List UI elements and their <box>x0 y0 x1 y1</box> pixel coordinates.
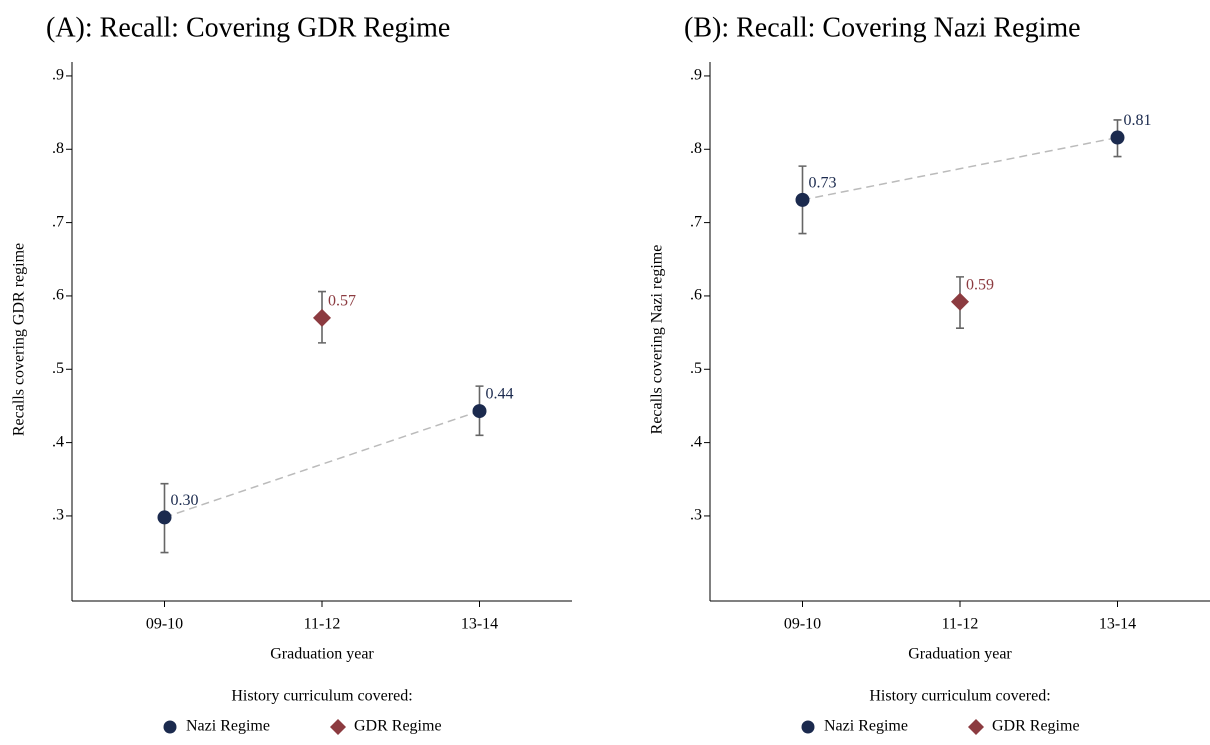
y-tick-label: .7 <box>690 213 702 230</box>
point <box>157 510 172 525</box>
y-tick-label: .9 <box>690 67 702 84</box>
y-tick-label: .6 <box>52 287 64 304</box>
x-axis-title: Graduation year <box>270 646 374 663</box>
chart-title: (B): Recall: Covering Nazi Regime <box>684 12 1081 43</box>
legend-label: GDR Regime <box>354 718 442 735</box>
chart-title: (A): Recall: Covering GDR Regime <box>46 12 450 43</box>
point <box>1110 130 1125 145</box>
value-label: 0.59 <box>966 276 994 293</box>
x-axis-title: Graduation year <box>908 646 1012 663</box>
y-tick-label: .8 <box>52 140 64 157</box>
point <box>472 404 487 419</box>
legend-marker <box>801 720 815 734</box>
y-tick-label: .9 <box>52 67 64 84</box>
point <box>313 308 331 327</box>
point <box>795 192 810 207</box>
value-label: 0.73 <box>809 175 837 192</box>
legend-marker <box>968 719 984 735</box>
x-tick-label: 09-10 <box>146 616 183 633</box>
x-tick-label: 13-14 <box>461 616 498 633</box>
connector <box>802 136 1118 201</box>
y-tick-label: .3 <box>52 507 64 524</box>
legend-label: Nazi Regime <box>824 718 908 735</box>
legend-marker <box>330 719 346 735</box>
y-tick-label: .7 <box>52 213 64 230</box>
legend-marker <box>163 720 177 734</box>
value-label: 0.30 <box>171 492 199 509</box>
legend-label: Nazi Regime <box>186 718 270 735</box>
legend-label: GDR Regime <box>992 718 1080 735</box>
y-tick-label: .6 <box>690 287 702 304</box>
y-axis-title: Recalls covering Nazi regime <box>649 245 666 435</box>
x-tick-label: 09-10 <box>784 616 821 633</box>
y-tick-label: .4 <box>52 433 64 450</box>
value-label: 0.81 <box>1124 112 1152 129</box>
y-tick-label: .8 <box>690 140 702 157</box>
y-tick-label: .3 <box>690 507 702 524</box>
value-label: 0.57 <box>328 293 356 310</box>
point <box>951 292 969 311</box>
y-tick-label: .4 <box>690 433 702 450</box>
y-tick-label: .5 <box>52 360 64 377</box>
x-tick-label: 11-12 <box>942 616 979 633</box>
x-tick-label: 13-14 <box>1099 616 1136 633</box>
legend-title: History curriculum covered: <box>869 688 1050 705</box>
legend-title: History curriculum covered: <box>231 688 412 705</box>
y-tick-label: .5 <box>690 360 702 377</box>
y-axis-title: Recalls covering GDR regime <box>11 243 28 436</box>
connector <box>164 410 480 519</box>
value-label: 0.44 <box>486 386 514 403</box>
x-tick-label: 11-12 <box>304 616 341 633</box>
